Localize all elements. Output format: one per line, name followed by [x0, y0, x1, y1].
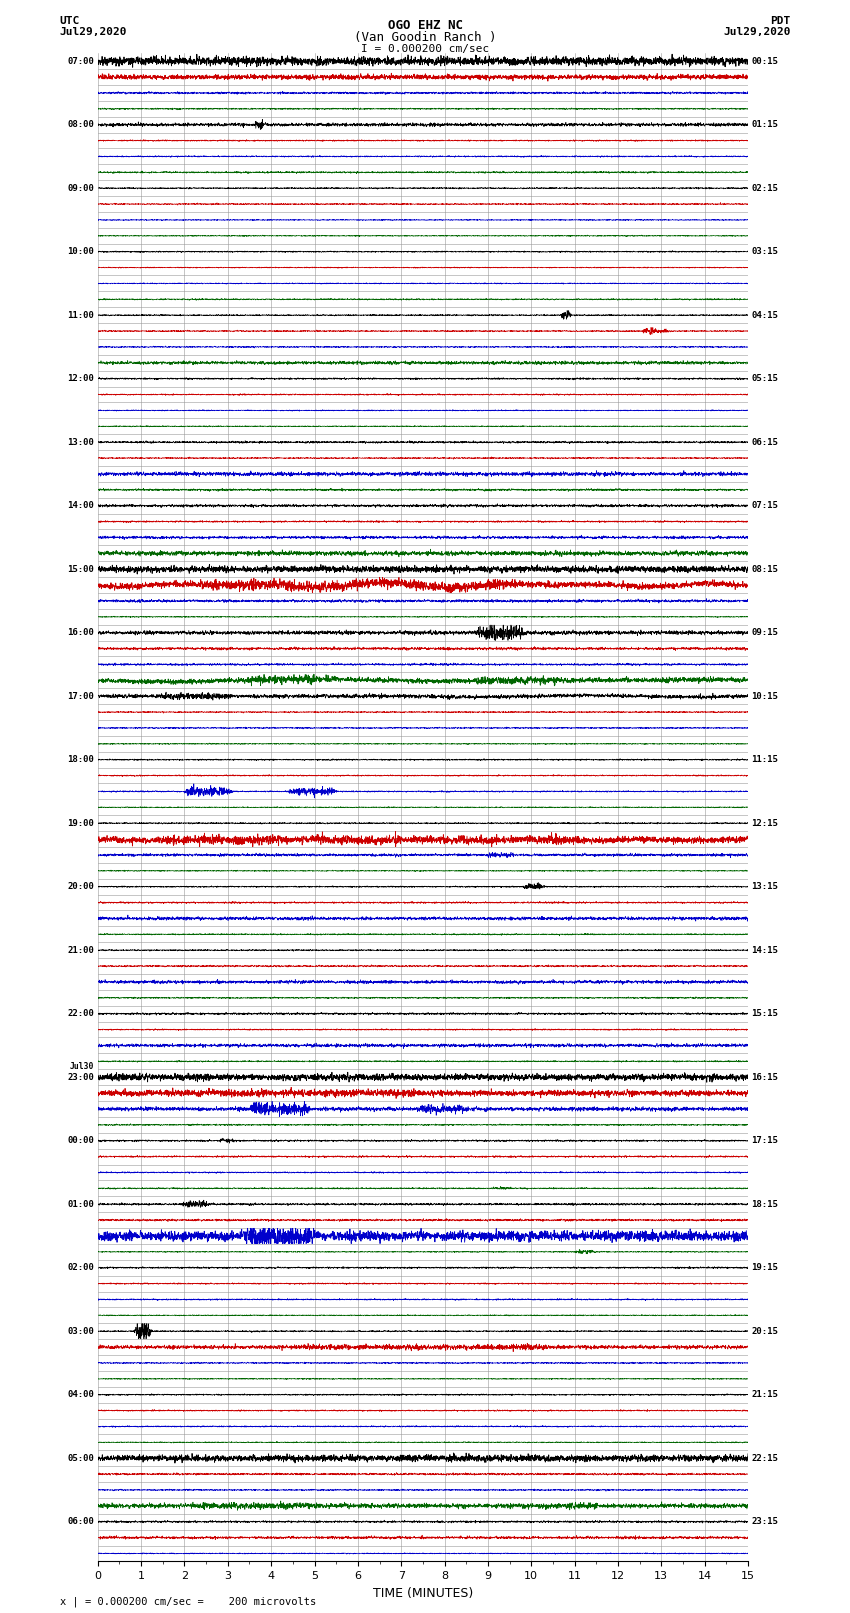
- Text: (Van Goodin Ranch ): (Van Goodin Ranch ): [354, 31, 496, 44]
- Text: 13:00: 13:00: [68, 437, 94, 447]
- Text: 21:15: 21:15: [751, 1390, 778, 1398]
- Text: Jul30: Jul30: [70, 1063, 94, 1071]
- Text: 18:15: 18:15: [751, 1200, 778, 1208]
- Text: 14:00: 14:00: [68, 502, 94, 510]
- Text: OGO EHZ NC: OGO EHZ NC: [388, 19, 462, 32]
- Text: 04:00: 04:00: [68, 1390, 94, 1398]
- Text: 01:00: 01:00: [68, 1200, 94, 1208]
- Text: 08:00: 08:00: [68, 119, 94, 129]
- Text: 03:15: 03:15: [751, 247, 778, 256]
- Text: 17:15: 17:15: [751, 1136, 778, 1145]
- Text: Jul29,2020: Jul29,2020: [723, 27, 791, 37]
- Text: PDT: PDT: [770, 16, 790, 26]
- Text: Jul29,2020: Jul29,2020: [60, 27, 127, 37]
- Text: 13:15: 13:15: [751, 882, 778, 892]
- X-axis label: TIME (MINUTES): TIME (MINUTES): [373, 1587, 473, 1600]
- Text: I = 0.000200 cm/sec: I = 0.000200 cm/sec: [361, 44, 489, 53]
- Text: 06:15: 06:15: [751, 437, 778, 447]
- Text: 00:00: 00:00: [68, 1136, 94, 1145]
- Text: 16:00: 16:00: [68, 627, 94, 637]
- Text: 12:15: 12:15: [751, 819, 778, 827]
- Text: 04:15: 04:15: [751, 311, 778, 319]
- Text: 15:15: 15:15: [751, 1010, 778, 1018]
- Text: 10:15: 10:15: [751, 692, 778, 700]
- Text: 03:00: 03:00: [68, 1326, 94, 1336]
- Text: 23:00: 23:00: [68, 1073, 94, 1082]
- Text: 05:00: 05:00: [68, 1453, 94, 1463]
- Text: 05:15: 05:15: [751, 374, 778, 384]
- Text: 02:15: 02:15: [751, 184, 778, 192]
- Text: 02:00: 02:00: [68, 1263, 94, 1273]
- Text: 17:00: 17:00: [68, 692, 94, 700]
- Text: 19:00: 19:00: [68, 819, 94, 827]
- Text: 00:15: 00:15: [751, 56, 778, 66]
- Text: 09:15: 09:15: [751, 627, 778, 637]
- Text: 10:00: 10:00: [68, 247, 94, 256]
- Text: UTC: UTC: [60, 16, 80, 26]
- Text: 18:00: 18:00: [68, 755, 94, 765]
- Text: 07:15: 07:15: [751, 502, 778, 510]
- Text: 15:00: 15:00: [68, 565, 94, 574]
- Text: 11:15: 11:15: [751, 755, 778, 765]
- Text: 21:00: 21:00: [68, 945, 94, 955]
- Text: 01:15: 01:15: [751, 119, 778, 129]
- Text: 07:00: 07:00: [68, 56, 94, 66]
- Text: 20:00: 20:00: [68, 882, 94, 892]
- Text: 16:15: 16:15: [751, 1073, 778, 1082]
- Text: 23:15: 23:15: [751, 1518, 778, 1526]
- Text: 20:15: 20:15: [751, 1326, 778, 1336]
- Text: 14:15: 14:15: [751, 945, 778, 955]
- Text: 06:00: 06:00: [68, 1518, 94, 1526]
- Text: 22:00: 22:00: [68, 1010, 94, 1018]
- Text: 08:15: 08:15: [751, 565, 778, 574]
- Text: 19:15: 19:15: [751, 1263, 778, 1273]
- Text: 11:00: 11:00: [68, 311, 94, 319]
- Text: x | = 0.000200 cm/sec =    200 microvolts: x | = 0.000200 cm/sec = 200 microvolts: [60, 1595, 315, 1607]
- Text: 22:15: 22:15: [751, 1453, 778, 1463]
- Text: 09:00: 09:00: [68, 184, 94, 192]
- Text: 12:00: 12:00: [68, 374, 94, 384]
